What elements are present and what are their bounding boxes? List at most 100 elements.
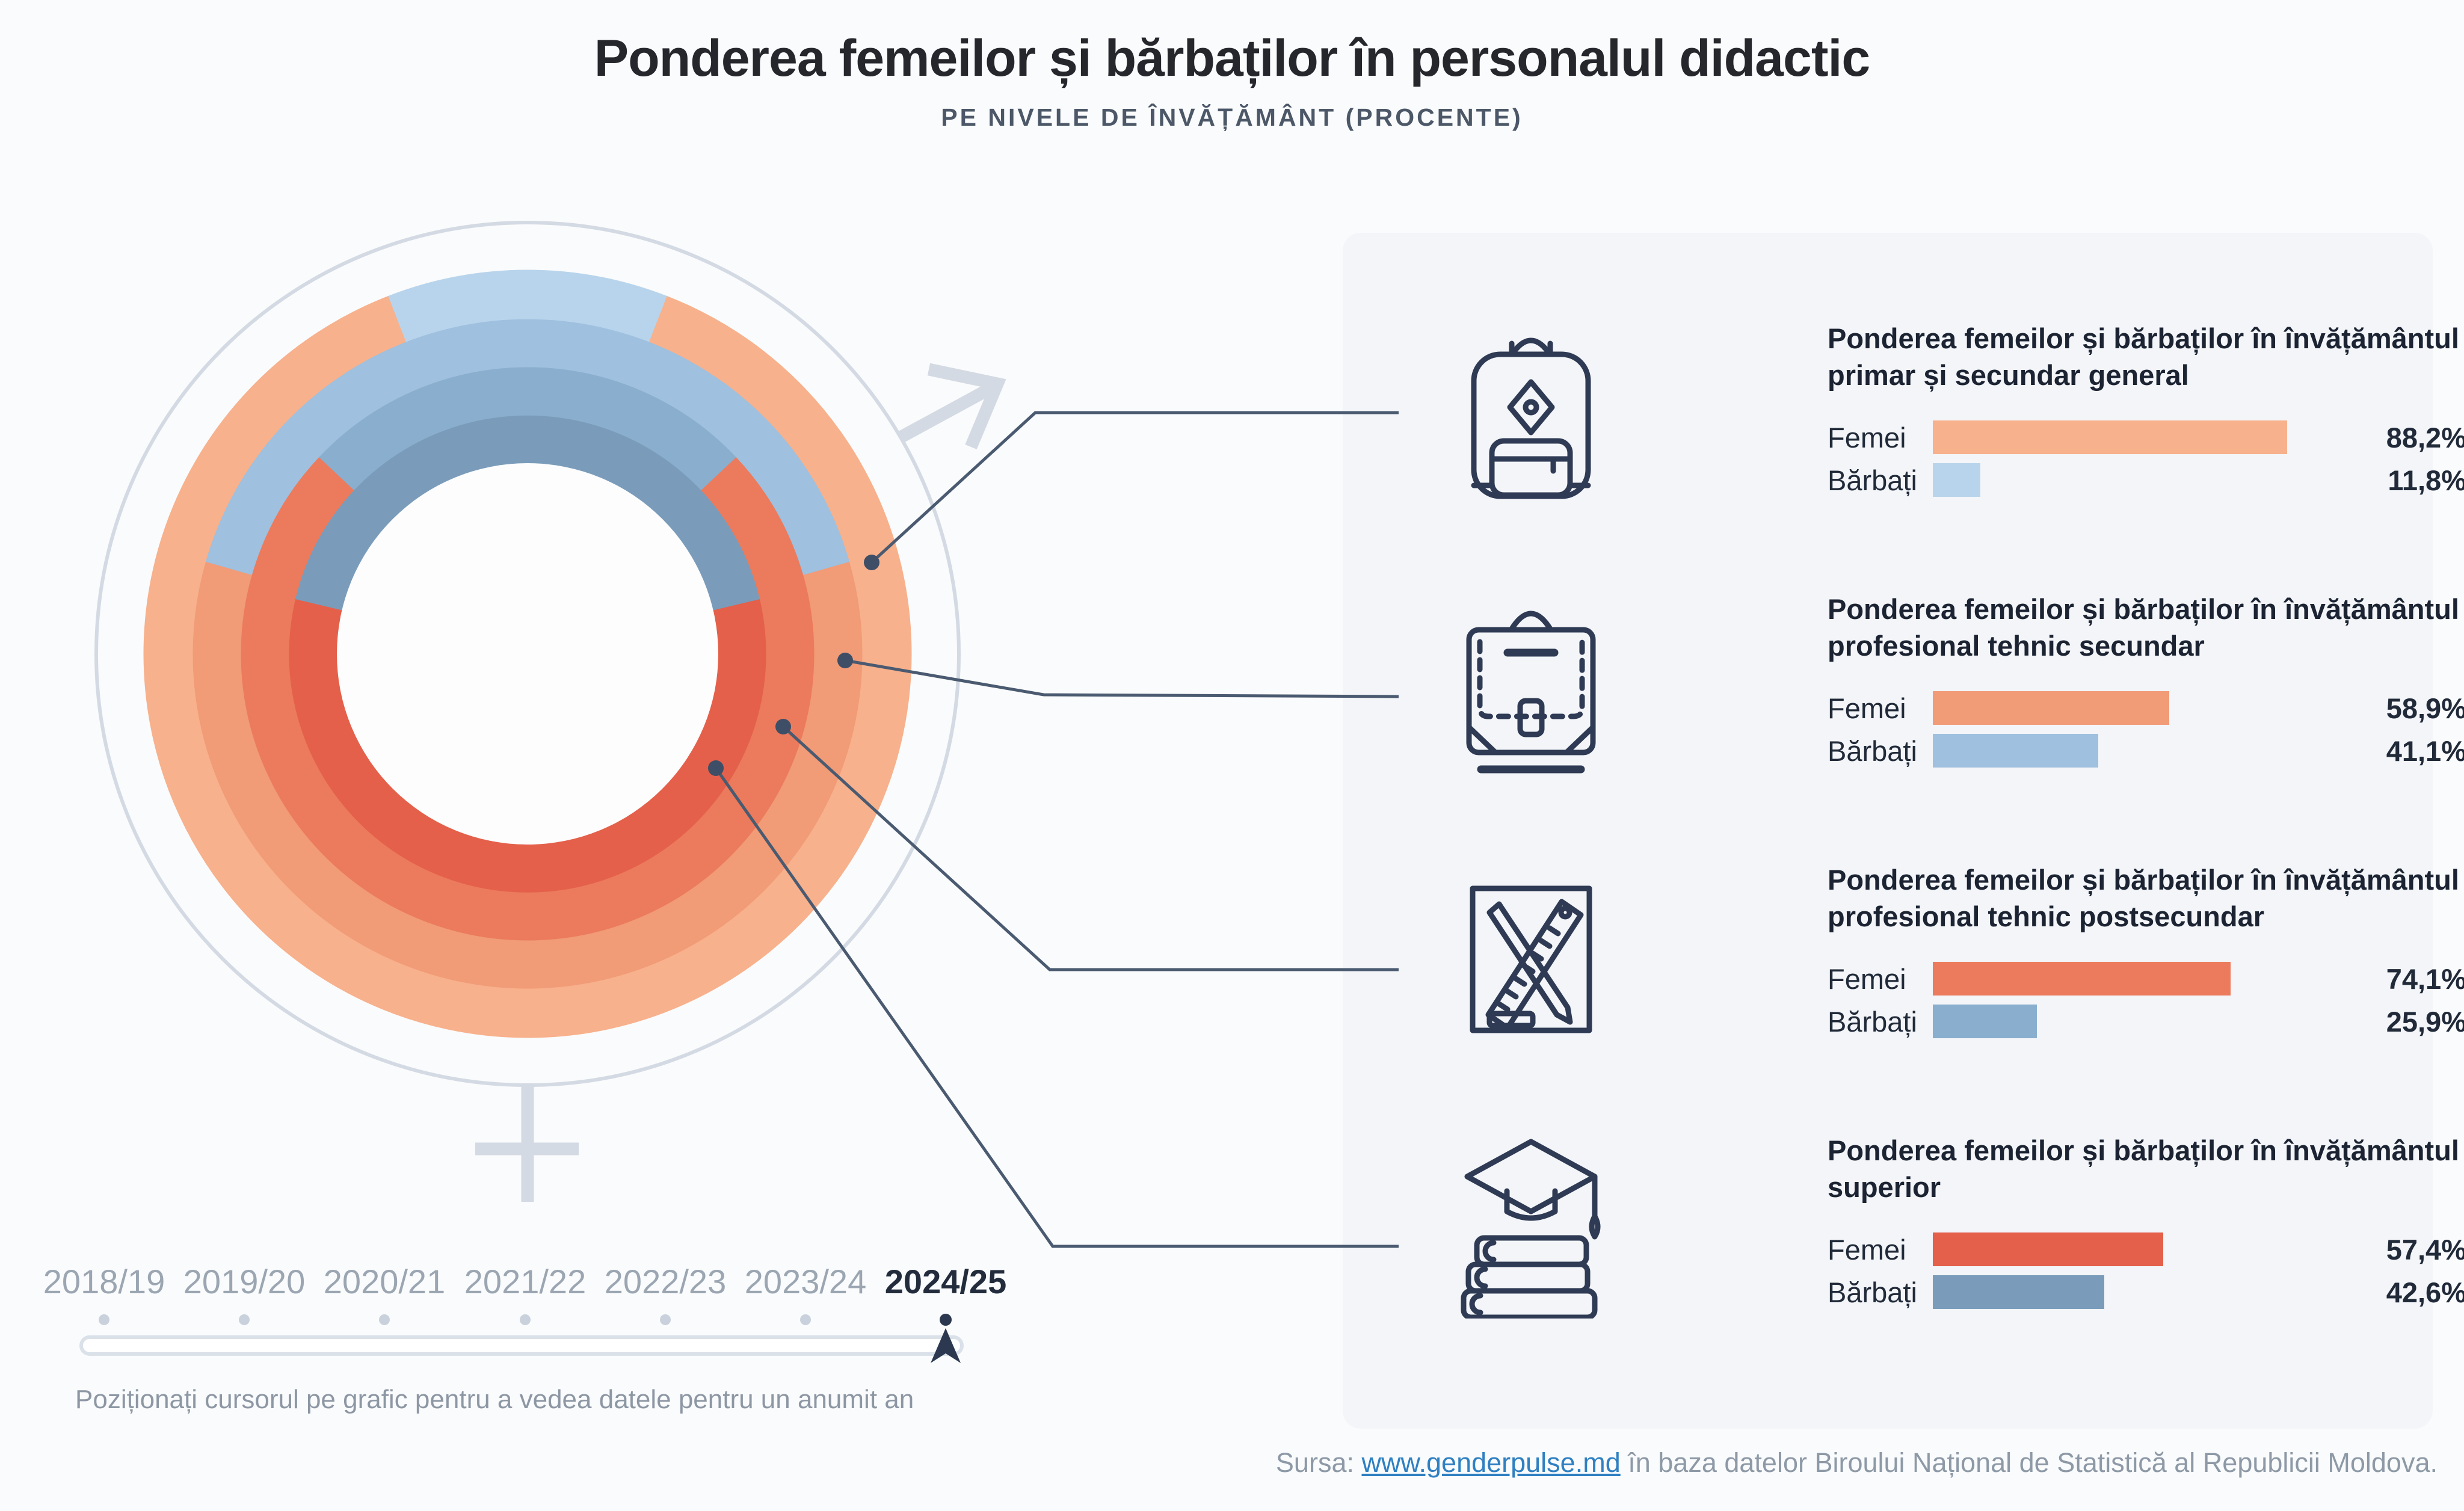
connector-dot-1 [837, 653, 853, 668]
source-prefix: Sursa: [1275, 1447, 1354, 1478]
bar-barbati [1933, 1275, 2104, 1309]
stat-row-femei: Femei 74,1% [1828, 961, 2464, 996]
bar-barbati [1933, 463, 1980, 497]
callout-connectors [708, 411, 1399, 1248]
pencil-ruler-icon [1456, 861, 1606, 1048]
timeline-year-2018-19[interactable]: 2018/19 [43, 1263, 165, 1300]
ring-0-barbati[interactable] [388, 269, 667, 343]
stat-row-femei: Femei 58,9% [1828, 691, 2464, 725]
row-label-femei: Femei [1828, 692, 1906, 724]
timeline-year-2023-24[interactable]: 2023/24 [744, 1263, 867, 1300]
bar-femei [1933, 691, 2169, 725]
male-symbol-arrowhead [927, 363, 1006, 450]
timeline-dot-6[interactable] [940, 1314, 952, 1326]
heading-line1: Ponderea femeilor și bărbaților în învăț… [1828, 864, 2459, 896]
timeline-dots[interactable] [99, 1314, 952, 1326]
row-label-barbati: Bărbați [1828, 734, 1917, 767]
ring-0-femei[interactable] [143, 295, 912, 1038]
connector-line-0 [870, 411, 1399, 564]
bar-barbati [1933, 734, 2098, 768]
timeline-year-2024-25[interactable]: 2024/25 [884, 1263, 1007, 1300]
row-label-barbati: Bărbați [1828, 1005, 1917, 1038]
male-symbol-shaft [897, 380, 999, 443]
donut-rings[interactable] [143, 269, 912, 1038]
ring-3-barbati[interactable] [295, 415, 760, 611]
value-femei: 88,2% [2386, 421, 2464, 454]
timeline-dot-3[interactable] [520, 1314, 531, 1325]
timeline-year-2022-23[interactable]: 2022/23 [604, 1263, 727, 1300]
section-heading: Ponderea femeilor și bărbaților în învăț… [1828, 1132, 2464, 1205]
value-femei: 57,4% [2386, 1233, 2464, 1266]
section-profesional-tehnic-postsecundar: Ponderea femeilor și bărbaților în învăț… [1456, 861, 2464, 1048]
donut-hole [337, 463, 718, 845]
ring-2-femei[interactable] [241, 457, 815, 941]
bar-femei [1933, 420, 2287, 454]
stat-row-barbati: Bărbați 11,8% [1828, 463, 2464, 497]
source-line: Sursa: www.genderpulse.md în baza datelo… [1276, 1447, 2438, 1479]
bar-barbati [1933, 1005, 2037, 1038]
value-barbati: 11,8% [2388, 464, 2464, 496]
section-superior: Ponderea femeilor și bărbaților în învăț… [1456, 1132, 2464, 1319]
timeline-year-2021-22[interactable]: 2021/22 [464, 1263, 587, 1300]
timeline-year-2019-20[interactable]: 2019/20 [183, 1263, 306, 1300]
source-link[interactable]: www.genderpulse.md [1361, 1447, 1621, 1478]
connector-dot-2 [775, 719, 791, 734]
row-label-barbati: Bărbați [1828, 464, 1917, 496]
stats-panel: Ponderea femeilor și bărbaților în învăț… [1343, 233, 2464, 1429]
connector-line-3 [714, 767, 1399, 1248]
heading-line1: Ponderea femeilor și bărbaților în învăț… [1828, 1134, 2459, 1166]
stat-row-barbati: Bărbați 42,6% [1828, 1275, 2464, 1309]
value-femei: 74,1% [2386, 962, 2464, 995]
timeline-track[interactable] [79, 1335, 964, 1356]
graduation-cap-books-icon [1456, 1132, 1606, 1319]
page-subtitle: PE NIVELE DE ÎNVĂȚĂMÂNT (PROCENTE) [941, 103, 1523, 131]
section-primar-secundar: Ponderea femeilor și bărbaților în învăț… [1456, 320, 2464, 506]
connector-line-2 [782, 725, 1399, 971]
heading-line1: Ponderea femeilor și bărbaților în învăț… [1828, 322, 2459, 354]
value-barbati: 25,9% [2386, 1005, 2464, 1038]
bar-femei [1933, 1232, 2163, 1266]
timeline-dot-2[interactable] [379, 1314, 390, 1325]
ring-3-femei[interactable] [289, 599, 766, 893]
stat-row-barbati: Bărbați 25,9% [1828, 1004, 2464, 1039]
heading-line2: profesional tehnic postsecundar [1828, 900, 2265, 932]
value-femei: 58,9% [2386, 692, 2464, 724]
bar-femei [1933, 962, 2231, 996]
source-suffix: în baza datelor Biroului Național de Sta… [1628, 1447, 2438, 1478]
connector-dot-3 [708, 760, 724, 776]
row-label-barbati: Bărbați [1828, 1276, 1917, 1308]
heading-line2: primar și secundar general [1828, 359, 2189, 391]
ring-2-barbati[interactable] [319, 367, 736, 491]
heading-line2: profesional tehnic secundar [1828, 630, 2205, 662]
connector-line-1 [845, 659, 1399, 698]
timeline-dot-5[interactable] [800, 1314, 811, 1325]
stat-row-femei: Femei 57,4% [1828, 1232, 2464, 1267]
backpack-icon [1456, 320, 1606, 506]
heading-line1: Ponderea femeilor și bărbaților în învăț… [1828, 593, 2459, 625]
section-profesional-tehnic-secundar: Ponderea femeilor și bărbaților în învăț… [1456, 591, 2464, 777]
value-barbati: 41,1% [2386, 734, 2464, 767]
row-label-femei: Femei [1828, 962, 1906, 995]
heading-line2: superior [1828, 1171, 1941, 1203]
timeline-dot-1[interactable] [239, 1314, 250, 1325]
stat-row-barbati: Bărbați 41,1% [1828, 733, 2464, 768]
gender-symbol-circle [94, 221, 961, 1087]
timeline-year-2020-21[interactable]: 2020/21 [323, 1263, 446, 1300]
section-heading: Ponderea femeilor și bărbaților în învăț… [1828, 320, 2464, 393]
timeline-instruction: Poziționați cursorul pe grafic pentru a … [75, 1385, 914, 1414]
page-title: Ponderea femeilor și bărbaților în perso… [594, 29, 1870, 87]
row-label-femei: Femei [1828, 1233, 1906, 1266]
connector-dot-0 [864, 555, 879, 570]
timeline-dot-0[interactable] [99, 1314, 109, 1325]
timeline-dot-4[interactable] [660, 1314, 671, 1325]
spacer [475, 1086, 579, 1202]
value-barbati: 42,6% [2386, 1276, 2464, 1308]
stat-row-femei: Femei 88,2% [1828, 420, 2464, 455]
ring-1-femei[interactable] [192, 561, 863, 989]
row-label-femei: Femei [1828, 421, 1906, 454]
section-heading: Ponderea femeilor și bărbaților în învăț… [1828, 861, 2464, 935]
section-heading: Ponderea femeilor și bărbaților în învăț… [1828, 591, 2464, 664]
briefcase-icon [1456, 591, 1606, 777]
ring-1-barbati[interactable] [205, 319, 850, 576]
